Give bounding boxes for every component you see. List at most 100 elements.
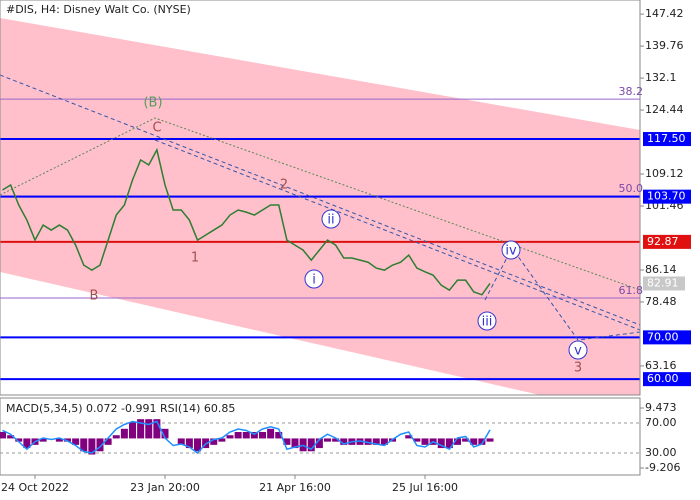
macd-bar: [234, 432, 242, 439]
macd-bar: [307, 438, 315, 452]
macd-bar: [486, 438, 494, 442]
macd-bar: [185, 438, 193, 449]
wave-label: i: [312, 273, 316, 288]
macd-bar: [413, 438, 421, 442]
wave-label: ii: [327, 213, 334, 228]
level-label-bg: [643, 330, 691, 345]
macd-bar: [129, 422, 136, 439]
wave-label: (B): [143, 96, 162, 111]
wave-circle: [501, 240, 521, 260]
wave-label: 3: [574, 361, 582, 376]
macd-bar: [315, 438, 323, 449]
y-tick-label: 63.16: [645, 359, 677, 372]
rsi-line: [2, 420, 491, 455]
macd-bar: [380, 438, 388, 445]
macd-bar: [478, 438, 486, 445]
level-label: 60.00: [647, 372, 679, 385]
macd-bar: [242, 432, 250, 439]
macd-bar: [470, 438, 478, 445]
macd-bar: [0, 432, 6, 439]
level-label: 92.87: [647, 235, 679, 248]
level-label-bg: [643, 234, 691, 249]
wave-label: B: [90, 289, 99, 304]
macd-bar: [421, 438, 429, 445]
level-label: 103.70: [647, 190, 686, 203]
macd-bar: [137, 419, 145, 439]
y-tick-label: 86.14: [645, 263, 677, 276]
y-tick-label: -9.206: [645, 461, 680, 474]
macd-bar: [145, 419, 153, 439]
y-tick-label: 9.473: [645, 401, 677, 414]
macd-bar: [120, 428, 128, 439]
macd-bar: [177, 438, 185, 445]
macd-bar: [218, 438, 226, 442]
wave-label: iii: [482, 315, 493, 330]
channel: [0, 18, 640, 395]
fib-label: 38.2: [619, 85, 644, 98]
macd-bar: [64, 438, 71, 442]
wave-label: C: [152, 121, 161, 136]
macd-bar: [104, 438, 112, 445]
wave-circle: [477, 311, 497, 331]
main-frame: [0, 0, 641, 396]
macd-bar: [372, 438, 380, 445]
macd-bar: [226, 435, 234, 439]
x-tick-label: 21 Apr 16:00: [259, 481, 331, 494]
macd-bar: [15, 438, 23, 442]
wave-line: [0, 117, 641, 291]
wave-label: 2: [280, 178, 288, 193]
level-label-bg: [643, 189, 691, 204]
y-tick-label: 78.48: [645, 295, 677, 308]
wave-label: iv: [505, 244, 517, 259]
macd-bar: [55, 438, 63, 442]
macd-bar: [283, 438, 291, 445]
level-label-bg: [643, 132, 691, 147]
macd-bar: [153, 419, 161, 439]
macd-bar: [250, 432, 258, 439]
macd-bar: [291, 438, 299, 449]
macd-bar: [405, 435, 413, 439]
macd-bar: [7, 435, 15, 439]
price-line: [2, 147, 491, 296]
y2-tick-label: 30.00: [645, 446, 677, 459]
x-tick-label: 25 Jul 16:00: [392, 481, 458, 494]
y-tick-label: 139.76: [645, 39, 684, 52]
macd-bar: [112, 435, 120, 439]
macd-bar: [194, 438, 201, 452]
macd-bar: [364, 438, 372, 445]
macd-bar: [96, 438, 104, 452]
macd-bar: [340, 438, 348, 445]
current-price-bg: [643, 276, 685, 291]
macd-bar: [445, 438, 453, 449]
current-price: 82.91: [647, 276, 679, 289]
fib-label: 61.8: [619, 284, 644, 297]
wave-circle: [568, 340, 588, 360]
fib-label: 50.0: [619, 182, 644, 195]
wave-label: 1: [191, 251, 199, 266]
y-tick-label: 109.12: [645, 167, 684, 180]
y-tick-label: 147.42: [645, 7, 684, 20]
macd-bar: [267, 428, 275, 439]
y-tick-label: 132.1: [645, 71, 677, 84]
wave-circle: [321, 209, 341, 229]
macd-bar: [23, 438, 31, 449]
macd-bar: [462, 438, 470, 442]
trend-line: [154, 139, 641, 331]
macd-bar: [39, 438, 47, 442]
macd-bar: [332, 438, 340, 442]
macd-bar: [259, 432, 266, 439]
level-label: 117.50: [647, 132, 686, 145]
y-tick-label: 124.44: [645, 103, 684, 116]
macd-bar: [210, 438, 218, 445]
macd-bar: [72, 438, 80, 445]
macd-bar: [161, 428, 169, 439]
indicator-title: MACD(5,34,5) 0.072 -0.991 RSI(14) 60.85: [6, 402, 235, 415]
macd-bar: [80, 438, 88, 452]
macd-bar: [454, 438, 461, 445]
trend-line: [0, 74, 641, 326]
wave-circle: [304, 269, 324, 289]
wave-label: v: [574, 344, 582, 359]
macd-bar: [275, 432, 283, 439]
chart-title: #DIS, H4: Disney Walt Co. (NYSE): [6, 3, 191, 16]
